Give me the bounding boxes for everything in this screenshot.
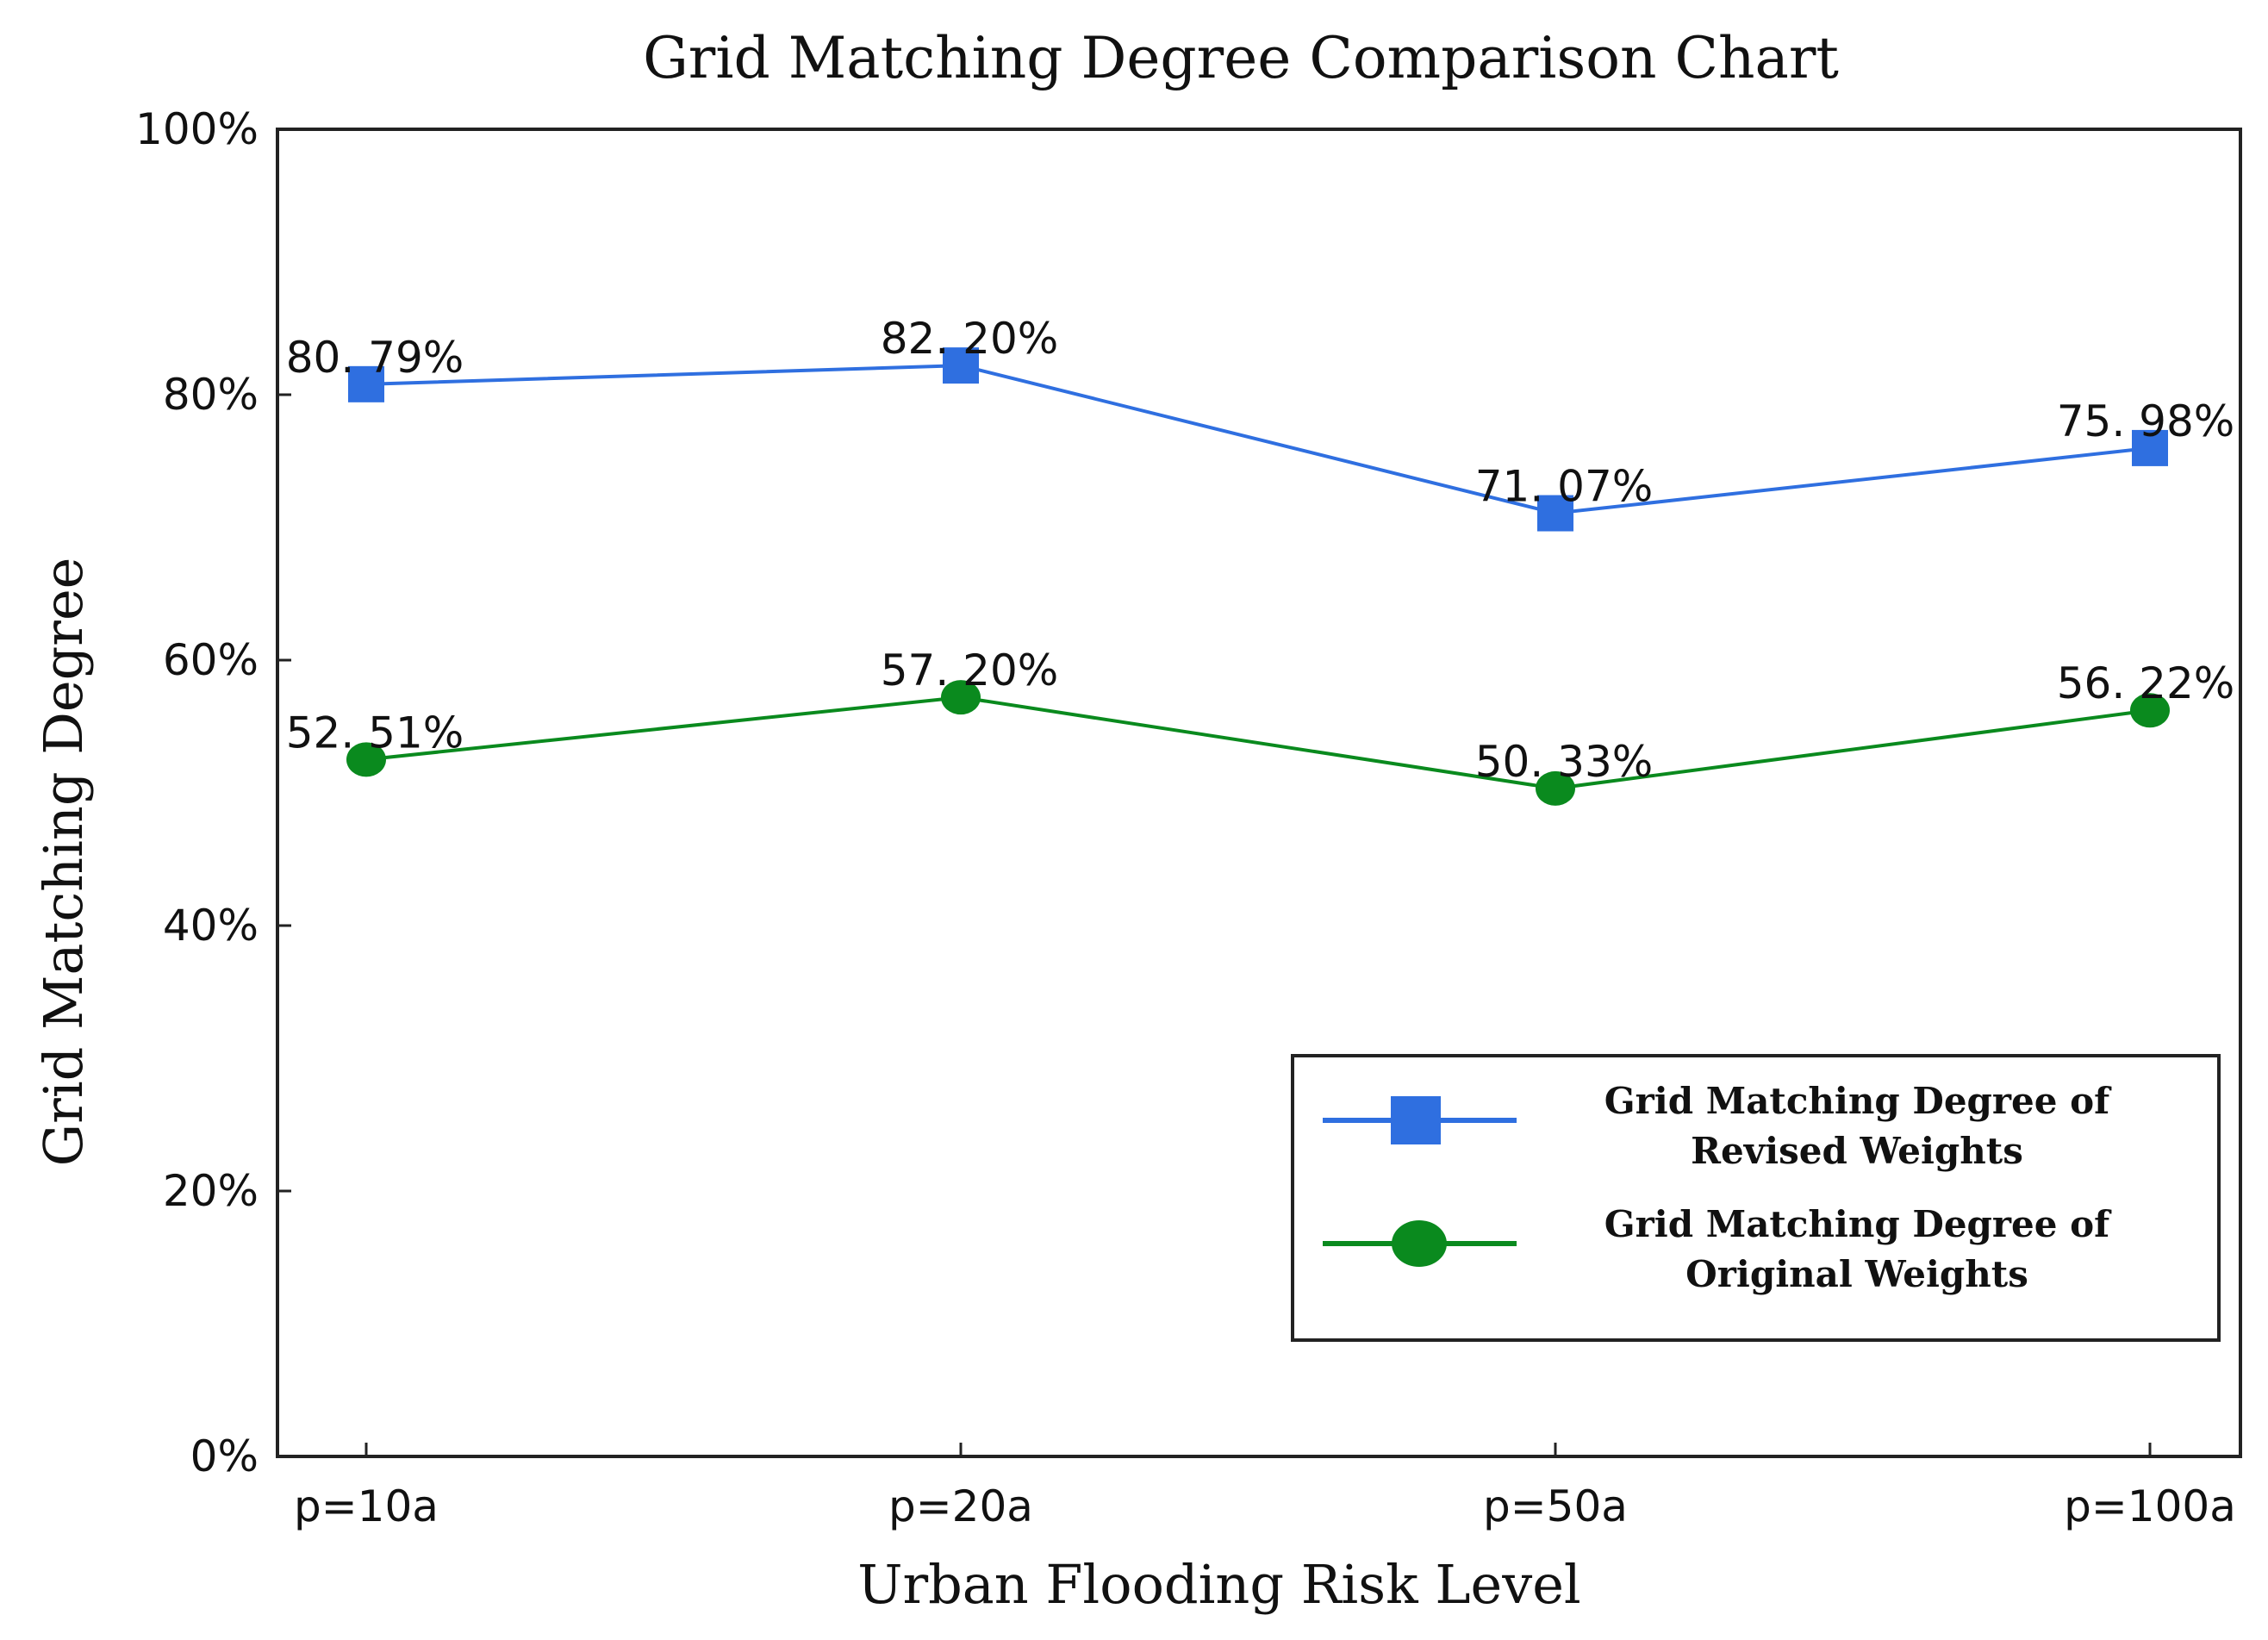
data-point-circle xyxy=(941,680,981,715)
series-layer: 80. 79% 82. 20% 71. 07% 75. 98% 52. 51% 57. 2… xyxy=(286,314,2235,806)
legend-label: Grid Matching Degree of xyxy=(1604,1080,2112,1122)
data-point-circle xyxy=(1536,770,1575,806)
y-tick-label: 80% xyxy=(163,370,259,420)
data-label: 82. 20% xyxy=(881,314,1059,364)
legend-marker-square xyxy=(1391,1096,1441,1144)
data-point-square xyxy=(348,365,384,402)
data-point-square xyxy=(1537,495,1573,532)
data-point-circle xyxy=(346,742,386,777)
x-axis-title: Urban Flooding Risk Level xyxy=(857,1553,1581,1616)
legend-box xyxy=(1291,1054,2221,1342)
legend-label: Revised Weights xyxy=(1691,1130,2023,1172)
data-point-circle xyxy=(2130,693,2170,728)
y-tick-label: 20% xyxy=(163,1166,259,1216)
chart-title: Grid Matching Degree Comparison Chart xyxy=(643,25,1839,91)
data-label: 80. 79% xyxy=(286,333,464,383)
y-tick-label: 60% xyxy=(163,635,259,685)
legend-label: Grid Matching Degree of xyxy=(1604,1203,2112,1245)
y-tick-label: 40% xyxy=(163,901,259,951)
plot-frame xyxy=(276,128,2242,1458)
y-tick-label: 100% xyxy=(135,104,259,154)
x-tick-label: p=10a xyxy=(294,1481,439,1531)
data-point-square xyxy=(2132,429,2168,466)
x-tick-label: p=100a xyxy=(2064,1481,2236,1531)
series-line-1 xyxy=(365,364,2151,515)
data-label: 75. 98% xyxy=(2057,396,2235,446)
data-point-square xyxy=(943,347,979,384)
x-tick-label: p=20a xyxy=(888,1481,1033,1531)
x-tick-label: p=50a xyxy=(1483,1481,1628,1531)
legend: Grid Matching Degree of Revised Weights Gr… xyxy=(1291,1054,2221,1342)
data-label: 57. 20% xyxy=(881,645,1059,695)
y-tick-label: 0% xyxy=(190,1431,259,1481)
legend-label: Original Weights xyxy=(1685,1253,2028,1295)
x-axis: p=10a p=20a p=50a p=100a xyxy=(294,1443,2236,1531)
legend-marker-circle xyxy=(1392,1220,1447,1267)
series-line-2 xyxy=(365,695,2151,790)
y-axis-title: Grid Matching Degree xyxy=(32,558,95,1167)
data-label: 52. 51% xyxy=(286,708,464,758)
data-label: 56. 22% xyxy=(2057,658,2235,708)
data-label: 50. 33% xyxy=(1475,737,1654,787)
y-axis: 0% 20% 40% 60% 80% 100% xyxy=(135,104,291,1481)
data-label: 71. 07% xyxy=(1475,462,1654,512)
